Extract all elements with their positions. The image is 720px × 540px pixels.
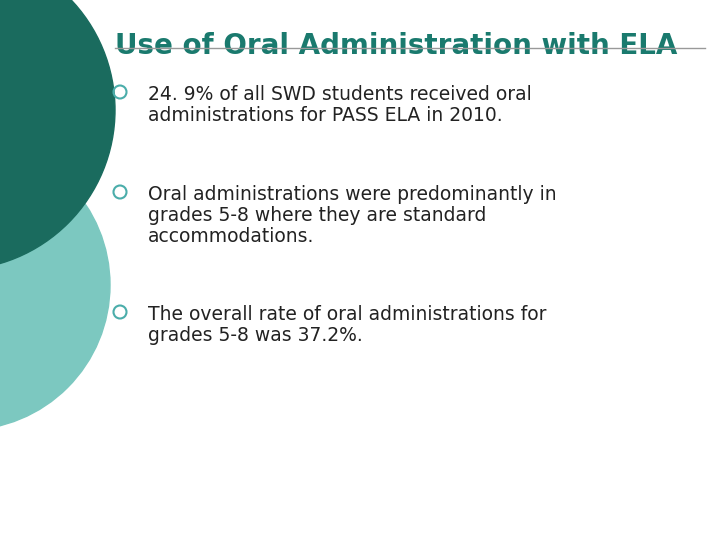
Text: administrations for PASS ELA in 2010.: administrations for PASS ELA in 2010. [148,106,503,125]
Text: Oral administrations were predominantly in: Oral administrations were predominantly … [148,185,557,204]
Circle shape [0,140,110,430]
Text: The overall rate of oral administrations for: The overall rate of oral administrations… [148,305,546,324]
Text: grades 5-8 where they are standard: grades 5-8 where they are standard [148,206,487,225]
Text: 24. 9% of all SWD students received oral: 24. 9% of all SWD students received oral [148,85,532,104]
Text: accommodations.: accommodations. [148,227,315,246]
Text: grades 5-8 was 37.2%.: grades 5-8 was 37.2%. [148,326,363,345]
Circle shape [0,0,115,270]
Text: Use of Oral Administration with ELA: Use of Oral Administration with ELA [115,32,678,60]
